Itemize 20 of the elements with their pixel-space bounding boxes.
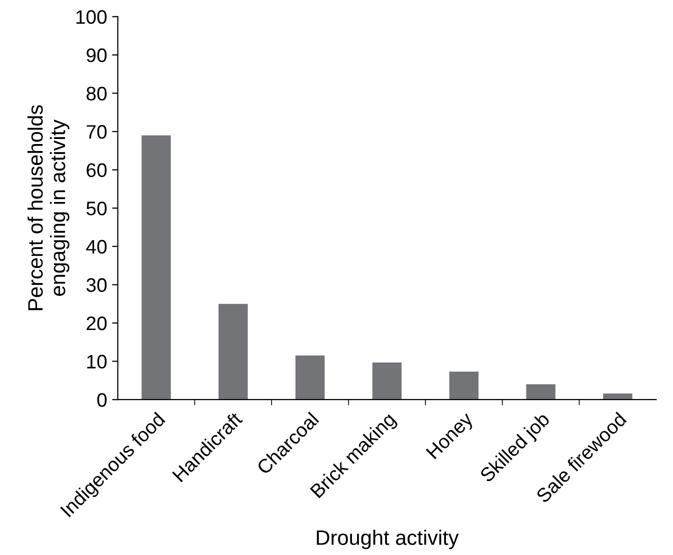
bar xyxy=(295,356,325,400)
y-tick-label: 80 xyxy=(86,86,107,100)
y-tick-label: 0 xyxy=(97,393,107,407)
y-tick-label: 60 xyxy=(86,163,107,178)
y-tick-label: 90 xyxy=(86,48,107,62)
bar xyxy=(526,384,556,400)
bar xyxy=(218,304,248,400)
bar xyxy=(142,135,171,400)
y-tick-label: 70 xyxy=(86,125,107,139)
bar xyxy=(603,393,632,400)
y-tick-label: 20 xyxy=(86,316,107,330)
y-tick-label: 50 xyxy=(86,202,107,216)
bar xyxy=(372,362,402,400)
y-axis-title: Percent of households engaging in activity xyxy=(28,105,70,310)
y-tick-label: 30 xyxy=(86,278,107,292)
y-tick-label: 100 xyxy=(76,10,107,24)
y-tick-label: 10 xyxy=(87,354,107,369)
bar xyxy=(449,372,479,400)
x-axis-title: Drought activity xyxy=(316,530,459,550)
y-tick-label: 40 xyxy=(86,240,107,254)
